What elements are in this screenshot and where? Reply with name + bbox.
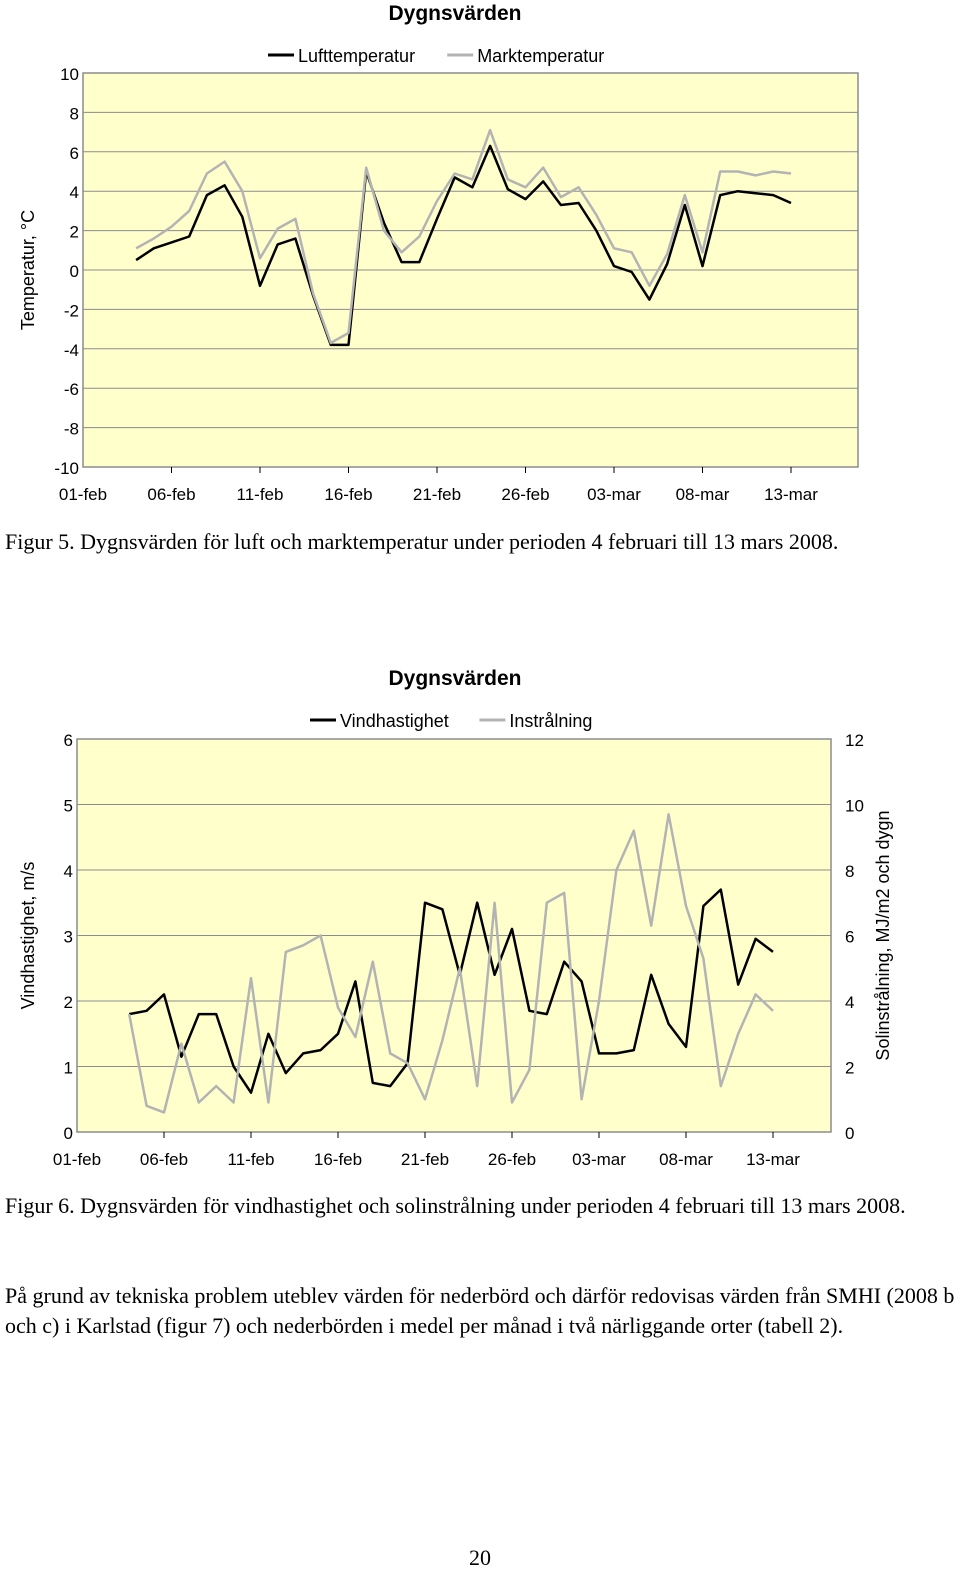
y2-tick-label: 10 (845, 797, 864, 816)
x-tick-label: 13-mar (746, 1150, 800, 1169)
x-tick-label: 08-mar (676, 485, 730, 504)
y2-axis-label: Solinstrålning, MJ/m2 och dygn (873, 810, 893, 1060)
legend-entry: Marktemperatur (477, 46, 604, 66)
y-tick-label: -2 (64, 301, 79, 320)
y-tick-label: 3 (64, 928, 73, 947)
y-tick-label: 4 (70, 183, 79, 202)
y-tick-label: 2 (70, 223, 79, 242)
series-line-instrålning (127, 813, 774, 1114)
y-tick-label: 4 (64, 862, 73, 881)
temperature-chart: Dygnsvärden 10 8 6 4 2 0 -2 -4 -6 -8 -10 01-feb 06-fe… (18, 2, 859, 504)
page-number: 20 (469, 1545, 491, 1570)
figure-5-caption: Figur 5. Dygnsvärden för luft och markte… (5, 529, 839, 554)
y2-tick-label: 12 (845, 731, 864, 750)
chart-title: Dygnsvärden (388, 2, 521, 25)
y2-tick-label: 6 (845, 928, 854, 947)
x-tick-label: 08-mar (659, 1150, 713, 1169)
x-tick-label: 26-feb (488, 1150, 536, 1169)
y-tick-label: 8 (70, 104, 79, 123)
figure-6-caption: Figur 6. Dygnsvärden för vindhastighet o… (5, 1193, 906, 1218)
x-tick-label: 11-feb (228, 1150, 275, 1169)
x-tick-label: 11-feb (237, 485, 284, 504)
y-tick-label: -4 (64, 341, 79, 360)
y2-tick-label: 4 (845, 993, 854, 1012)
y-tick-label: 10 (60, 65, 79, 84)
x-tick-label: 01-feb (53, 1150, 101, 1169)
legend-entry: Lufttemperatur (298, 46, 415, 66)
y-tick-label: 0 (64, 1124, 73, 1143)
y-tick-label: 2 (64, 993, 73, 1012)
x-tick-label: 03-mar (572, 1150, 626, 1169)
y2-tick-label: 8 (845, 862, 854, 881)
x-tick-label: 06-feb (147, 485, 195, 504)
series-line-marktemperatur (135, 128, 792, 345)
y-tick-label: -6 (64, 380, 79, 399)
y-axis-label: Temperatur, °C (18, 210, 38, 330)
series-line-vindhastighet (128, 888, 774, 1094)
chart-title: Dygnsvärden (388, 667, 521, 690)
y-tick-label: -10 (54, 459, 79, 478)
x-tick-label: 26-feb (501, 485, 549, 504)
y-tick-label: 1 (64, 1059, 73, 1078)
y-tick-label: -8 (64, 420, 79, 439)
y-tick-label: 6 (70, 144, 79, 163)
y-tick-label: 6 (64, 731, 73, 750)
legend-entry: Vindhastighet (340, 711, 449, 731)
y-axis-label: Vindhastighet, m/s (18, 862, 38, 1010)
series-line-lufttemperatur (135, 144, 792, 347)
body-paragraph: På grund av tekniska problem uteblev vär… (5, 1283, 955, 1338)
x-tick-label: 16-feb (324, 485, 372, 504)
legend-entry: Instrålning (509, 711, 592, 731)
x-tick-label: 21-feb (413, 485, 461, 504)
y2-tick-label: 2 (845, 1059, 854, 1078)
x-tick-label: 03-mar (587, 485, 641, 504)
x-tick-label: 13-mar (764, 485, 818, 504)
x-tick-label: 21-feb (401, 1150, 449, 1169)
x-tick-label: 06-feb (140, 1150, 188, 1169)
x-tick-label: 16-feb (314, 1150, 362, 1169)
x-tick-label: 01-feb (59, 485, 107, 504)
y2-tick-label: 0 (845, 1124, 854, 1143)
y-tick-label: 5 (64, 797, 73, 816)
y-tick-label: 0 (70, 262, 79, 281)
